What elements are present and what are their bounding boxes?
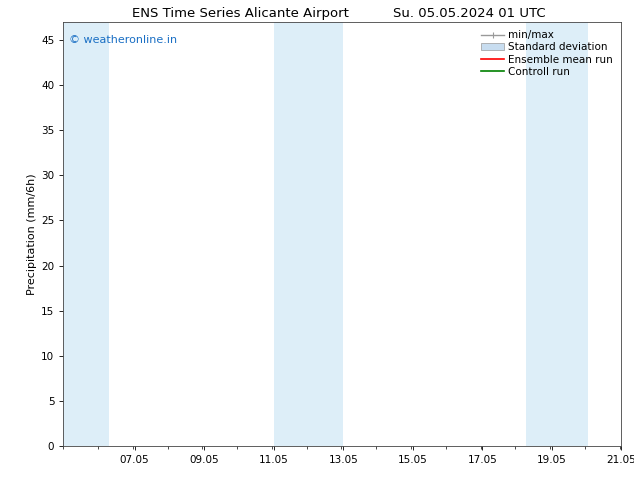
- Text: Su. 05.05.2024 01 UTC: Su. 05.05.2024 01 UTC: [393, 7, 545, 21]
- Bar: [526, 22, 588, 446]
- Bar: [63, 22, 108, 446]
- Text: ENS Time Series Alicante Airport: ENS Time Series Alicante Airport: [133, 7, 349, 21]
- Text: © weatheronline.in: © weatheronline.in: [69, 35, 177, 45]
- Y-axis label: Precipitation (mm/6h): Precipitation (mm/6h): [27, 173, 37, 295]
- Legend: min/max, Standard deviation, Ensemble mean run, Controll run: min/max, Standard deviation, Ensemble me…: [478, 27, 616, 80]
- Bar: [274, 22, 343, 446]
